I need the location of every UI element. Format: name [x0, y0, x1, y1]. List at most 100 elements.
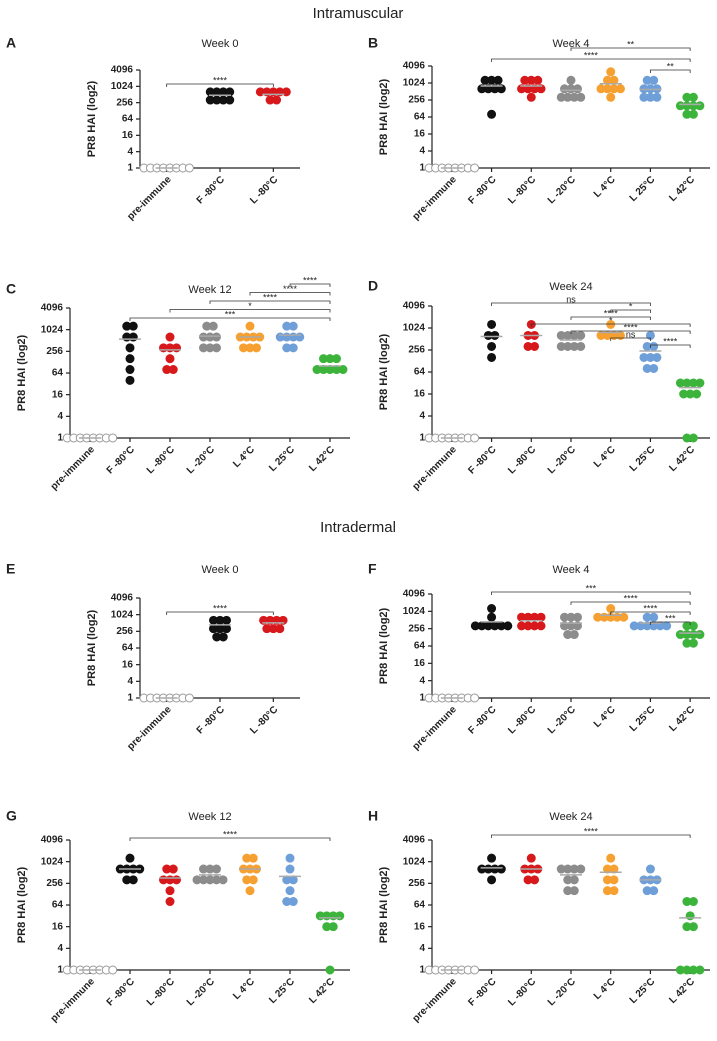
data-point	[225, 95, 235, 105]
section-title: Intramuscular	[313, 5, 404, 22]
data-point	[688, 92, 698, 102]
significance-label: ***	[225, 309, 236, 319]
significance-label: ****	[624, 322, 639, 332]
data-point	[272, 95, 282, 105]
significance-label: ****	[584, 826, 599, 836]
significance-bracket	[169, 309, 331, 313]
y-tick-label: 4096	[403, 835, 426, 846]
y-tick-label: 1024	[41, 856, 64, 867]
section-title: Intradermal	[320, 519, 396, 536]
significance-label: ****	[584, 50, 599, 60]
y-tick-label: 4096	[403, 61, 426, 72]
y-tick-label: 4096	[111, 593, 134, 604]
significance-bracket	[491, 58, 691, 62]
y-tick-label: 4	[57, 411, 63, 422]
data-point	[606, 92, 616, 102]
y-tick-label: 16	[52, 921, 64, 932]
significance-label: *	[248, 301, 252, 311]
data-point	[248, 875, 258, 885]
significance-label: **	[627, 39, 635, 49]
significance-bracket	[491, 302, 651, 306]
panel-title: Week 4	[552, 38, 589, 50]
panel-letter: F	[368, 561, 377, 577]
y-tick-label: 1	[419, 693, 425, 704]
significance-label: *	[609, 315, 613, 325]
data-point	[208, 321, 218, 331]
data-point	[652, 92, 662, 102]
y-axis-label: PR8 HAI (log2)	[86, 80, 98, 157]
data-point	[688, 638, 698, 648]
data-point	[649, 886, 659, 896]
x-tick-label: L 25°C	[267, 976, 297, 1006]
x-tick-label: L 4°C	[592, 444, 618, 470]
y-tick-label: 1	[419, 163, 425, 174]
y-tick-label: 1	[127, 693, 133, 704]
data-point	[569, 630, 579, 640]
y-tick-label: 4	[419, 675, 425, 686]
data-point	[128, 875, 138, 885]
panel-letter: B	[368, 35, 378, 51]
y-axis-label: PR8 HAI (log2)	[16, 334, 28, 411]
y-tick-label: 1024	[41, 324, 64, 335]
data-point	[184, 693, 194, 703]
x-tick-label: L 4°C	[592, 704, 618, 730]
panel-title: Week 24	[549, 281, 592, 293]
panel-title: Week 0	[201, 564, 238, 576]
data-point	[487, 604, 497, 614]
data-point	[688, 109, 698, 119]
significance-bracket	[289, 283, 331, 287]
data-point	[165, 354, 175, 364]
data-point	[606, 604, 616, 614]
data-point	[496, 864, 506, 874]
significance-bracket	[650, 621, 691, 625]
y-tick-label: 64	[52, 368, 64, 379]
data-point	[332, 354, 341, 364]
y-tick-label: 1024	[111, 81, 134, 92]
significance-label: ****	[283, 284, 298, 294]
data-point	[536, 612, 546, 622]
significance-bracket	[570, 316, 651, 320]
x-tick-label: pre-immune	[125, 174, 174, 223]
significance-bracket	[166, 83, 274, 87]
y-tick-label: 64	[122, 114, 134, 125]
data-point	[470, 965, 480, 975]
significance-bracket	[570, 47, 691, 51]
x-tick-label: F -80°C	[466, 976, 498, 1008]
data-point	[295, 332, 305, 342]
x-tick-label: L -80°C	[248, 704, 280, 736]
data-point	[566, 75, 576, 85]
y-tick-label: 4096	[403, 589, 426, 600]
x-tick-label: L 25°C	[628, 976, 658, 1006]
y-axis-label: PR8 HAI (log2)	[378, 607, 390, 684]
y-tick-label: 4096	[403, 301, 426, 312]
y-tick-label: 16	[414, 921, 426, 932]
x-tick-label: L -20°C	[546, 174, 578, 206]
significance-bracket	[129, 317, 331, 321]
data-point	[128, 321, 138, 331]
y-tick-label: 1	[419, 433, 425, 444]
significance-label: **	[667, 61, 675, 71]
data-point	[688, 621, 698, 631]
x-tick-label: F -80°C	[195, 704, 227, 736]
data-point	[470, 433, 480, 443]
significance-label: ****	[643, 603, 658, 613]
x-tick-label: L -20°C	[185, 444, 217, 476]
data-point	[688, 922, 698, 932]
y-tick-label: 16	[414, 658, 426, 669]
data-point	[222, 624, 231, 634]
x-tick-label: L 42°C	[307, 976, 337, 1006]
data-point	[165, 332, 175, 342]
data-point	[649, 612, 659, 622]
y-axis-label: PR8 HAI (log2)	[378, 866, 390, 943]
y-tick-label: 4	[57, 943, 63, 954]
y-tick-label: 64	[414, 112, 426, 123]
data-point	[245, 886, 255, 896]
y-tick-label: 4	[127, 676, 133, 687]
data-point	[338, 365, 348, 375]
y-tick-label: 1024	[403, 606, 426, 617]
x-tick-label: L -80°C	[506, 976, 538, 1008]
y-tick-label: 64	[52, 900, 64, 911]
y-tick-label: 16	[52, 389, 64, 400]
y-tick-label: 256	[408, 623, 425, 634]
data-point	[652, 352, 662, 362]
